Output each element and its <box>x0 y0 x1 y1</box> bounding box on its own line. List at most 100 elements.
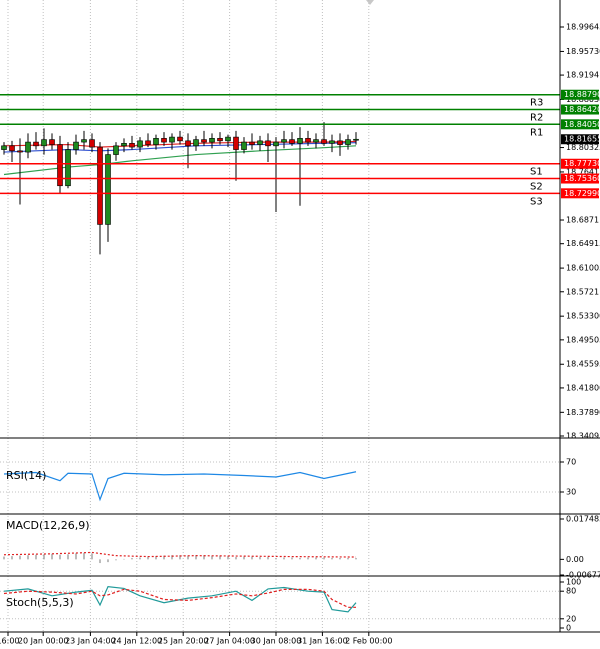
price-label: 18.81655 <box>564 135 600 144</box>
macd-bar <box>235 557 237 560</box>
macd-bar <box>203 555 205 560</box>
candle-body <box>97 146 103 225</box>
candle-body <box>201 139 207 143</box>
candle-body <box>233 136 239 150</box>
macd-bar <box>163 555 165 560</box>
y-tick-label: 18.34095 <box>566 432 600 441</box>
candle-body <box>209 138 215 143</box>
candle-body <box>345 139 351 145</box>
candle-body <box>217 138 223 142</box>
x-tick-label: 25 Jan 20:00 <box>158 637 209 646</box>
macd-bar <box>27 555 29 560</box>
macd-bar <box>51 553 53 560</box>
y-tick-label: 18.64915 <box>566 239 600 248</box>
level-box <box>561 104 599 115</box>
macd-bar <box>123 558 125 560</box>
x-tick-label: 30 Jan 08:00 <box>251 637 302 646</box>
macd-bar <box>227 556 229 560</box>
panel-title: MACD(12,26,9) <box>6 519 90 532</box>
macd-bar <box>35 554 37 560</box>
candle-body <box>281 139 287 143</box>
level-label: 18.75360 <box>564 174 600 183</box>
candle-body <box>113 145 119 155</box>
macd-bar <box>11 556 13 560</box>
candle-body <box>169 136 175 143</box>
y-tick-label: 18.49505 <box>566 335 600 344</box>
candle-body <box>81 139 87 143</box>
candle-body <box>105 154 111 225</box>
y-tick-label: 80 <box>566 587 576 596</box>
x-tick-label: 27 Jan 04:00 <box>204 637 255 646</box>
panel-title: Stoch(5,5,3) <box>6 596 74 609</box>
macd-bar <box>355 557 357 560</box>
level-name: S3 <box>530 196 543 207</box>
candle-body <box>73 141 79 150</box>
macd-bar <box>315 557 317 560</box>
macd-bar <box>323 557 325 560</box>
x-tick-label: 16:00 <box>0 637 20 646</box>
x-tick-label: 20 Jan 00:00 <box>18 637 69 646</box>
candle-body <box>321 139 327 144</box>
macd-bar <box>19 555 21 560</box>
macd-bar <box>251 556 253 560</box>
macd-bar <box>139 557 141 560</box>
price-box <box>561 134 599 145</box>
macd-bar <box>291 557 293 560</box>
level-name: R1 <box>530 127 543 138</box>
macd-bar <box>243 556 245 560</box>
macd-bar <box>195 555 197 560</box>
y-tick-label: 18.37890 <box>566 408 600 417</box>
macd-bar <box>299 557 301 560</box>
level-box <box>561 188 599 199</box>
panel-title: RSI(14) <box>6 469 46 482</box>
candle-body <box>153 138 159 145</box>
macd-bar <box>75 553 77 560</box>
y-tick-label: 70 <box>566 458 576 467</box>
level-label: 18.72990 <box>564 189 600 198</box>
macd-bar <box>83 552 85 560</box>
y-tick-label: -0.006779 <box>566 571 600 580</box>
candle-body <box>185 140 191 147</box>
macd-bar <box>211 555 213 560</box>
candle-body <box>41 139 47 147</box>
macd-bar <box>99 559 101 564</box>
level-label: 18.77730 <box>564 159 600 168</box>
macd-bar <box>67 554 69 560</box>
level-box <box>561 119 599 130</box>
macd-bar <box>3 556 5 560</box>
candle-body <box>177 136 183 142</box>
candle-body <box>297 138 303 144</box>
level-label: 18.84050 <box>564 120 600 129</box>
candle-body <box>129 143 135 148</box>
moving-average <box>3 145 357 176</box>
candle-body <box>305 138 311 143</box>
candle-body <box>161 138 167 143</box>
candle-body <box>89 139 95 148</box>
candle-body <box>17 150 23 153</box>
y-tick-label: 18.41800 <box>566 383 600 392</box>
y-tick-label: 18.9194 <box>566 71 599 80</box>
candle-body <box>353 138 359 141</box>
level-label: 18.86420 <box>564 105 600 114</box>
level-label: 18.88790 <box>564 90 600 99</box>
candle-body <box>337 140 343 145</box>
grid-layer <box>0 0 560 632</box>
y-tick-label: 18.53300 <box>566 312 600 321</box>
candle-body <box>33 141 39 147</box>
macd-bar <box>171 555 173 560</box>
candle-body <box>289 139 295 144</box>
y-tick-label: 18.99645 <box>566 23 600 32</box>
macd-bar <box>43 554 45 560</box>
candle-body <box>313 139 319 143</box>
y-tick-label: 18.61005 <box>566 264 600 273</box>
level-name: R3 <box>530 98 543 109</box>
macd-signal <box>3 551 357 558</box>
x-tick-label: 2 Feb 00:00 <box>345 637 392 646</box>
candle-body <box>257 140 263 145</box>
x-tick-label: 23 Jan 04:00 <box>65 637 116 646</box>
shift-marker <box>366 0 374 5</box>
x-tick-label: 31 Jan 16:00 <box>297 637 348 646</box>
candle-body <box>249 141 255 145</box>
x-tick-label: 24 Jan 12:00 <box>111 637 162 646</box>
